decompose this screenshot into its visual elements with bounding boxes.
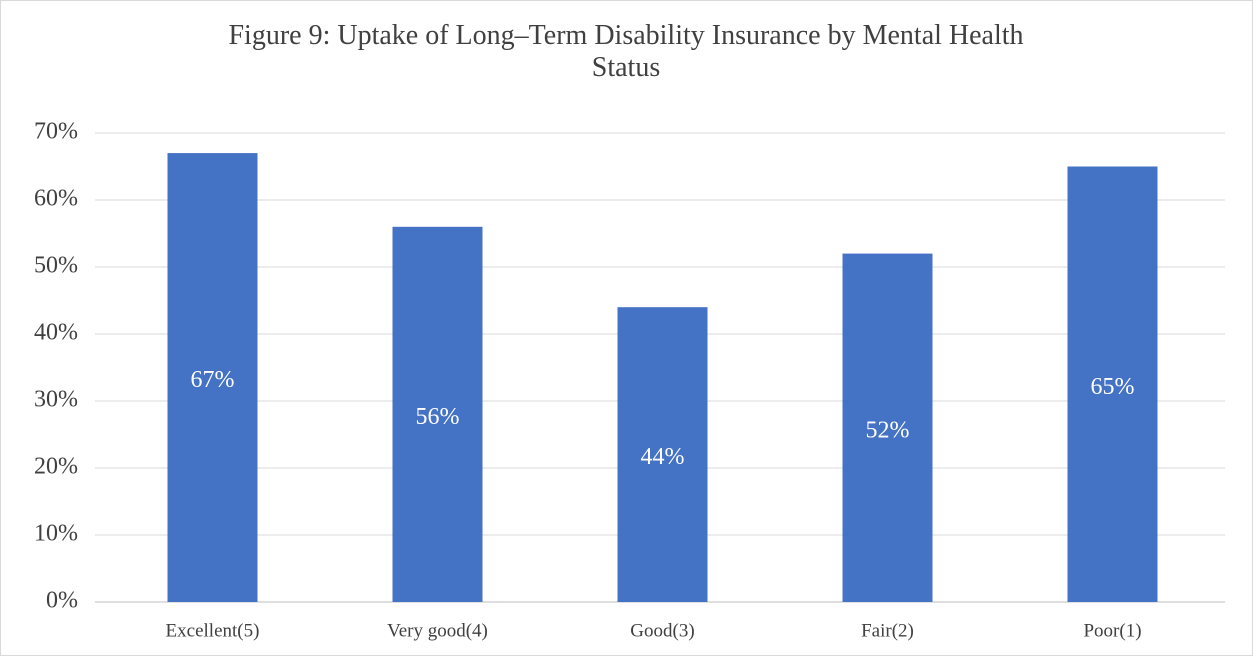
y-tick-label: 30% xyxy=(34,387,78,413)
data-label: 44% xyxy=(641,444,685,470)
y-tick-label: 20% xyxy=(34,454,78,480)
x-tick-label: Very good(4) xyxy=(387,620,488,641)
data-label: 56% xyxy=(416,404,460,430)
y-tick-label: 40% xyxy=(34,320,78,346)
y-tick-label: 0% xyxy=(46,588,78,614)
x-tick-label: Excellent(5) xyxy=(166,620,260,641)
bar xyxy=(167,153,258,602)
data-label: 65% xyxy=(1091,374,1135,400)
bar xyxy=(1067,166,1158,602)
y-tick-label: 60% xyxy=(34,186,78,212)
x-tick-label: Fair(2) xyxy=(861,620,914,641)
bar xyxy=(842,253,933,602)
y-tick-label: 70% xyxy=(34,119,78,145)
x-tick-label: Poor(1) xyxy=(1083,620,1141,641)
y-tick-label: 50% xyxy=(34,253,78,279)
chart-title: Figure 9: Uptake of Long–Term Disability… xyxy=(228,20,1024,83)
x-tick-label: Good(3) xyxy=(630,620,694,641)
data-label: 52% xyxy=(866,417,910,443)
y-tick-label: 10% xyxy=(34,521,78,547)
data-label: 67% xyxy=(191,367,235,393)
bar xyxy=(617,307,708,602)
bar xyxy=(392,226,483,603)
